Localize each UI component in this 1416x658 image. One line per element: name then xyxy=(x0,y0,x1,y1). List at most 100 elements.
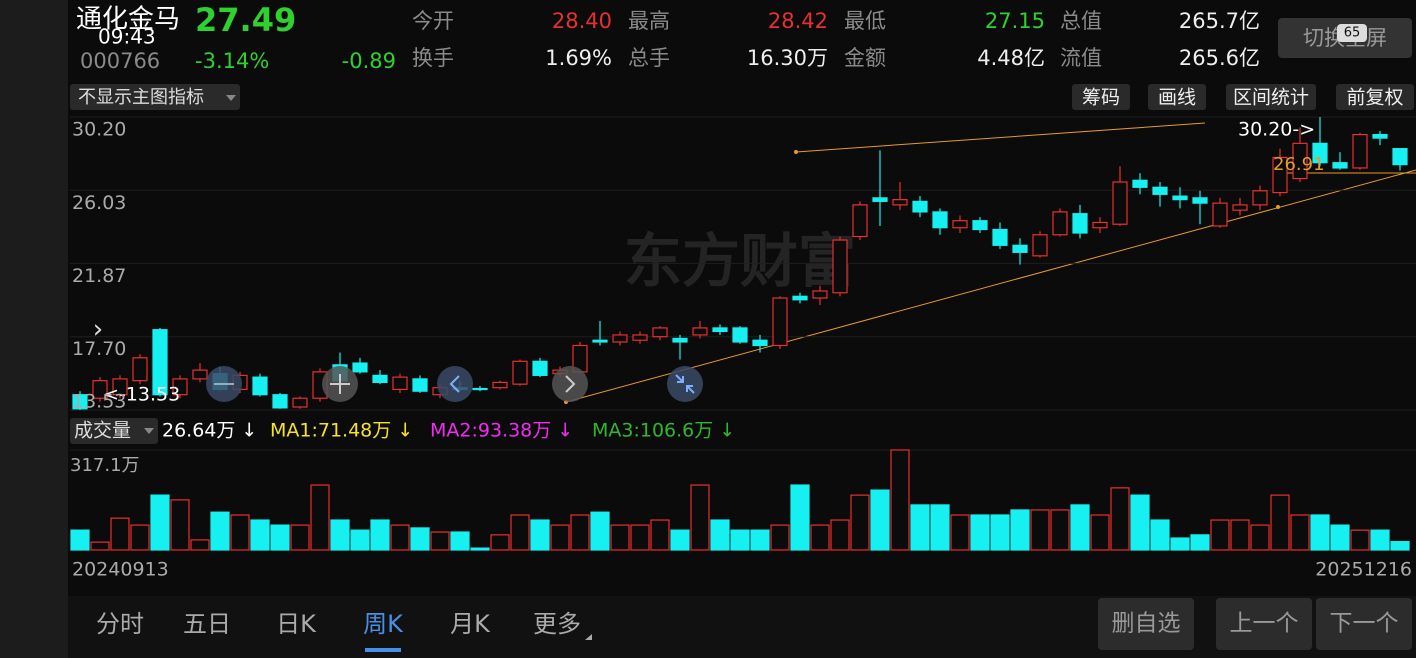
right-button[interactable] xyxy=(552,366,588,402)
volume-bar xyxy=(130,524,150,551)
volume-bar xyxy=(150,494,170,551)
volume-bar xyxy=(210,511,230,551)
candle-body xyxy=(272,394,288,409)
candle-body xyxy=(932,211,948,229)
candle-body xyxy=(1232,204,1248,211)
volume-bar xyxy=(470,547,490,551)
stat-label: 今开 xyxy=(412,9,454,33)
watermark: 东方财富 xyxy=(624,227,856,295)
tab[interactable]: 分时 xyxy=(96,610,144,638)
stat-value: 28.40 xyxy=(552,9,612,33)
candle-body xyxy=(512,360,528,385)
candle-body xyxy=(592,339,608,343)
candle-body xyxy=(1132,179,1148,188)
y-tick-label: 21.87 xyxy=(72,265,126,287)
volume-bar xyxy=(670,529,690,551)
volume-ma1: MA1:71.48万 ↓ xyxy=(270,420,413,442)
candle-body xyxy=(152,329,168,396)
toolbar-button[interactable] xyxy=(1336,84,1414,110)
volume-bar xyxy=(170,499,190,551)
volume-bar xyxy=(290,524,310,551)
volume-bar xyxy=(650,519,670,551)
stat-value: 265.7亿 xyxy=(1179,9,1260,33)
volume-bar xyxy=(1090,514,1110,551)
end-date: 20251216 xyxy=(1315,559,1412,581)
y-tick-label: 17.70 xyxy=(72,338,126,360)
stock-code: 000766 xyxy=(80,49,160,73)
volume-bar xyxy=(810,524,830,551)
volume-bar xyxy=(770,524,790,551)
volume-bar xyxy=(410,527,430,551)
y-tick-label: 26.03 xyxy=(72,192,126,214)
volume-bar xyxy=(490,534,510,551)
candle-body xyxy=(192,369,208,380)
volume-axis-label: 317.1万 xyxy=(70,455,140,476)
volume-bar xyxy=(1110,487,1130,551)
candle-body xyxy=(732,327,748,343)
candle-body xyxy=(1252,190,1268,206)
volume-bar xyxy=(1210,519,1230,551)
toolbar-button[interactable] xyxy=(1148,84,1206,110)
stat-value: 27.15 xyxy=(985,9,1045,33)
tab[interactable]: 月K xyxy=(450,610,491,638)
volume-bar xyxy=(1370,529,1390,551)
start-date: 20240913 xyxy=(72,559,169,581)
action-label: 上一个 xyxy=(1230,611,1299,637)
candle-body xyxy=(1332,162,1348,169)
tab[interactable]: 五日 xyxy=(183,610,231,638)
stat-value: 28.42 xyxy=(768,9,828,33)
candle-body xyxy=(672,337,688,343)
volume-bar xyxy=(1050,509,1070,551)
left-button[interactable] xyxy=(437,366,473,402)
volume-bar xyxy=(450,531,470,551)
overlay-controls: › xyxy=(93,315,703,402)
candle-body xyxy=(1052,211,1068,236)
low-label: <-13.53 xyxy=(103,384,180,406)
tab[interactable]: 日K xyxy=(276,610,317,638)
volume-bar xyxy=(870,489,890,551)
prev-arrow[interactable]: › xyxy=(93,315,103,345)
candle-body xyxy=(1392,148,1408,166)
volume-bar xyxy=(690,484,710,551)
volume-bar xyxy=(830,519,850,551)
candle-body xyxy=(752,339,768,347)
tab-bar xyxy=(68,596,1416,658)
volume-bar xyxy=(110,517,130,551)
action-button[interactable] xyxy=(1316,598,1412,650)
stat-label: 最高 xyxy=(628,9,670,33)
candle-body xyxy=(292,397,308,408)
candle-body xyxy=(1192,197,1208,204)
collapse-button[interactable] xyxy=(667,366,703,402)
y-tick-label: 13.53 xyxy=(72,391,126,413)
volume-bar xyxy=(1310,514,1330,551)
y-tick-label: 30.20 xyxy=(72,119,126,141)
candle-body xyxy=(1172,195,1188,201)
stat-label: 金额 xyxy=(844,46,886,70)
volume-bar xyxy=(910,504,930,551)
candle-body xyxy=(1112,181,1128,225)
candle-body xyxy=(1092,221,1108,229)
candle-body xyxy=(972,220,988,231)
volume-bar xyxy=(510,514,530,551)
stat-value: 265.6亿 xyxy=(1179,46,1260,70)
indicator-label: 不显示主图指标 xyxy=(78,87,204,108)
candle-body xyxy=(352,362,368,373)
battery xyxy=(1337,24,1367,42)
tab[interactable]: 周K xyxy=(363,610,404,638)
toolbar-button-label: 筹码 xyxy=(1082,87,1120,109)
volume-bar xyxy=(570,514,590,551)
action-button[interactable] xyxy=(1216,598,1312,650)
volume-bar xyxy=(590,511,610,551)
volume-bar xyxy=(710,519,730,551)
trend-line xyxy=(795,122,1206,153)
action-button[interactable] xyxy=(1098,598,1194,650)
indicator-dropdown[interactable] xyxy=(70,84,240,110)
toolbar-button[interactable] xyxy=(1226,84,1316,110)
high-label: 30.20-> xyxy=(1238,119,1315,141)
toolbar-button[interactable] xyxy=(1072,84,1130,110)
tab[interactable]: 更多 xyxy=(533,610,581,638)
volume-bar xyxy=(1030,509,1050,551)
volume-dropdown[interactable] xyxy=(70,418,158,444)
stat-label: 最低 xyxy=(844,9,886,33)
